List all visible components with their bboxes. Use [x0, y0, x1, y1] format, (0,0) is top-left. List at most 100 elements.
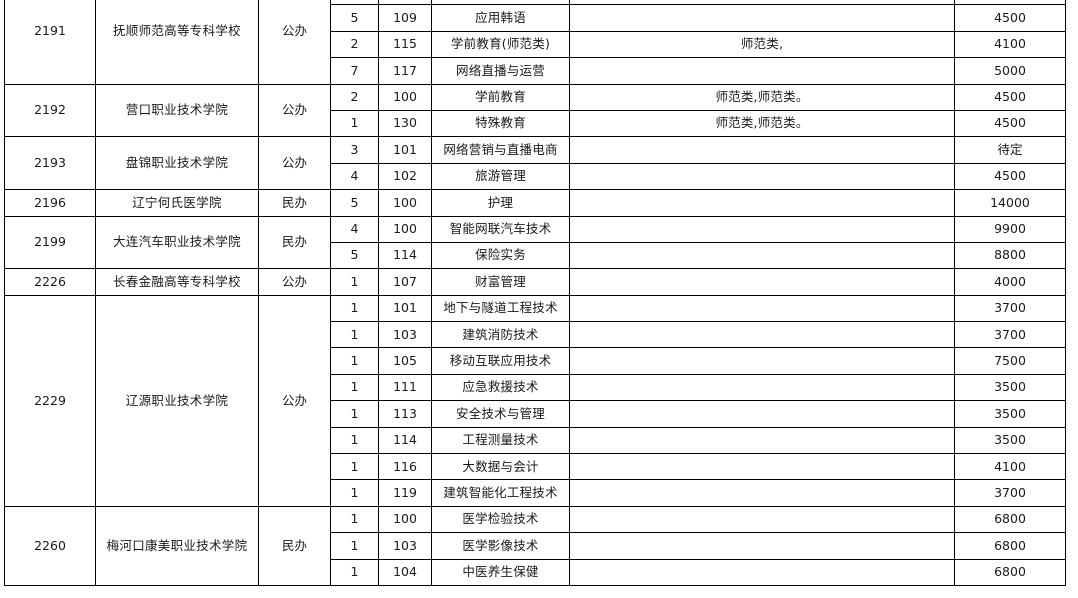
major-code-cell: 103 [378, 532, 432, 560]
note-cell [569, 453, 955, 481]
table-row: 2 115 学前教育(师范类) 师范类, 4100 [5, 30, 1066, 59]
major-code-cell: 102 [378, 162, 432, 191]
major-name-cell: 安全技术与管理 [431, 400, 570, 428]
major-name-cell: 旅游管理 [431, 162, 570, 191]
major-name-cell: 保险实务 [431, 241, 570, 270]
note-cell [569, 57, 955, 85]
note-cell [569, 505, 955, 534]
major-code-cell: 114 [378, 426, 432, 455]
major-code-cell: 100 [378, 83, 432, 111]
school-type-cell: 公办 [258, 268, 331, 296]
school-name-cell: 长春金融高等专科学校 [95, 268, 259, 296]
enrollment-plan-table: 2191抚顺师范高等专科学校公办5108商务日语45005109应用韩语4500… [4, 0, 1066, 586]
table-row: 2229 辽源职业技术学院 公办 1 101 地下与隧道工程技术 3700 [4, 294, 1066, 507]
school-code-cell: 2226 [4, 268, 96, 296]
major-name-cell: 中医养生保健 [431, 558, 570, 586]
school-type-cell: 民办 [258, 189, 331, 217]
major-code-cell: 101 [378, 294, 432, 323]
tuition-cell: 5000 [954, 57, 1066, 85]
tuition-cell: 4500 [954, 83, 1066, 111]
note-cell: 师范类,师范类。 [569, 83, 955, 111]
table-row: 2226 长春金融高等专科学校 公办 1 107 财富管理 4000 [4, 268, 1066, 296]
tuition-cell: 4500 [954, 109, 1066, 138]
table-container: 2191抚顺师范高等专科学校公办5108商务日语45005109应用韩语4500… [4, 0, 1066, 586]
table-row: 2199 大连汽车职业技术学院 民办 4 100 智能网联汽车技术 9900 [4, 215, 1066, 270]
school-name-cell: 大连汽车职业技术学院 [95, 215, 259, 270]
major-code-cell: 107 [378, 268, 432, 296]
plan-count-cell: 1 [330, 268, 379, 296]
major-name-cell: 网络营销与直播电商 [431, 136, 570, 164]
tuition-cell: 3700 [954, 294, 1066, 323]
table-row: 1 130 特殊教育 师范类,师范类。 4500 [5, 109, 1066, 138]
major-name-cell: 应急救援技术 [431, 373, 570, 402]
tuition-cell: 7500 [954, 347, 1066, 375]
note-cell [569, 479, 955, 507]
table-row: 1 114 工程测量技术 3500 [5, 426, 1066, 455]
plan-count-cell: 3 [330, 136, 379, 164]
major-code-cell: 130 [378, 109, 432, 138]
table-row: 4 102 旅游管理 4500 [5, 162, 1066, 191]
tuition-cell: 4500 [954, 162, 1066, 191]
major-code-cell: 114 [378, 241, 432, 270]
table-row: 1 111 应急救援技术 3500 [5, 373, 1066, 402]
plan-count-cell: 5 [330, 4, 379, 32]
major-name-cell: 学前教育 [431, 83, 570, 111]
tuition-cell: 4100 [954, 30, 1066, 59]
major-name-cell: 学前教育(师范类) [431, 30, 570, 59]
note-cell [569, 4, 955, 32]
major-name-cell: 移动互联应用技术 [431, 347, 570, 375]
school-name-cell: 辽宁何氏医学院 [95, 189, 259, 217]
plan-count-cell: 5 [330, 189, 379, 217]
note-cell [569, 373, 955, 402]
tuition-cell: 3700 [954, 479, 1066, 507]
plan-count-cell: 4 [330, 162, 379, 191]
tuition-cell: 14000 [954, 189, 1066, 217]
major-code-cell: 116 [378, 453, 432, 481]
major-code-cell: 113 [378, 400, 432, 428]
plan-count-cell: 1 [330, 294, 379, 323]
note-cell [569, 136, 955, 164]
school-type-cell: 公办 [258, 0, 331, 85]
plan-count-cell: 2 [330, 30, 379, 59]
table-row: 1 103 建筑消防技术 3700 [5, 321, 1066, 349]
major-name-cell: 地下与隧道工程技术 [431, 294, 570, 323]
school-type-cell: 公办 [258, 294, 331, 507]
tuition-cell: 4100 [954, 453, 1066, 481]
school-code-cell: 2199 [4, 215, 96, 270]
plan-count-cell: 1 [330, 400, 379, 428]
note-cell [569, 268, 955, 296]
plan-count-cell: 1 [330, 347, 379, 375]
major-code-cell: 101 [378, 136, 432, 164]
table-row: 1 105 移动互联应用技术 7500 [5, 347, 1066, 375]
table-row: 1 103 医学影像技术 6800 [5, 532, 1066, 560]
note-cell [569, 294, 955, 323]
plan-count-cell: 1 [330, 109, 379, 138]
major-code-cell: 100 [378, 505, 432, 534]
note-cell [569, 426, 955, 455]
major-name-cell: 应用韩语 [431, 4, 570, 32]
major-name-cell: 网络直播与运营 [431, 57, 570, 85]
major-code-cell: 115 [378, 30, 432, 59]
tuition-cell: 8800 [954, 241, 1066, 270]
school-code-cell: 2191 [4, 0, 96, 85]
tuition-cell: 待定 [954, 136, 1066, 164]
note-cell [569, 189, 955, 217]
major-code-cell: 119 [378, 479, 432, 507]
tuition-cell: 4500 [954, 4, 1066, 32]
major-name-cell: 医学检验技术 [431, 505, 570, 534]
major-name-cell: 工程测量技术 [431, 426, 570, 455]
plan-count-cell: 5 [330, 241, 379, 270]
table-row: 2192 营口职业技术学院 公办 2 100 学前教育 师范类,师范类。 4500 [4, 83, 1066, 138]
school-name-cell: 盘锦职业技术学院 [95, 136, 259, 191]
table-row: 5 114 保险实务 8800 [5, 241, 1066, 270]
school-type-cell: 民办 [258, 215, 331, 270]
major-name-cell: 建筑消防技术 [431, 321, 570, 349]
major-name-cell: 建筑智能化工程技术 [431, 479, 570, 507]
school-type-cell: 公办 [258, 83, 331, 138]
plan-count-cell: 1 [330, 505, 379, 534]
plan-count-cell: 1 [330, 558, 379, 586]
school-type-cell: 民办 [258, 505, 331, 586]
note-cell [569, 241, 955, 270]
major-name-cell: 财富管理 [431, 268, 570, 296]
